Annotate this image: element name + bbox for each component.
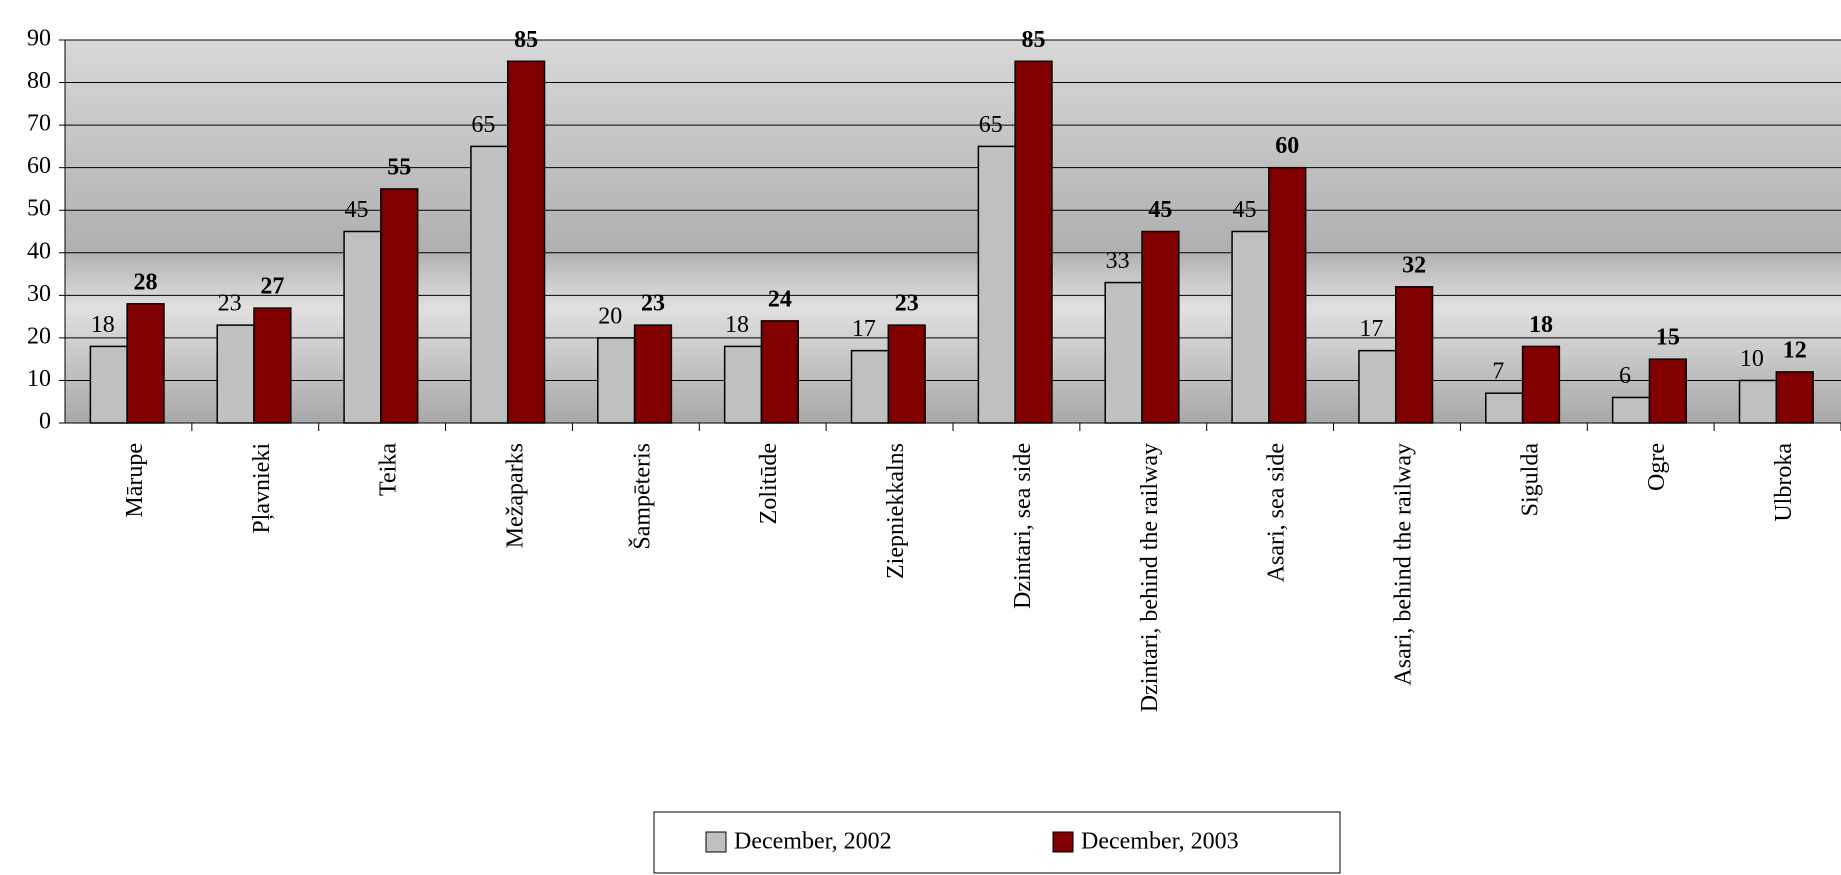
x-tick-label: Mārupe [122, 443, 148, 518]
bar [253, 307, 292, 424]
data-label: 18 [91, 312, 115, 338]
bar [343, 230, 382, 424]
bar [506, 60, 546, 424]
bar [1358, 349, 1397, 424]
x-tick-label: Teika [376, 443, 402, 496]
data-label: 33 [1106, 248, 1130, 274]
bar [633, 324, 673, 424]
x-tick-label: Asari, behind the railway [1391, 443, 1417, 686]
x-tick-label: Dzintari, behind the railway [1137, 443, 1163, 712]
x-tick-label: Pļavnieki [249, 443, 275, 534]
data-label: 18 [1529, 312, 1553, 338]
bar [1104, 281, 1143, 424]
y-tick-label: 80 [27, 68, 51, 94]
y-tick-label: 40 [27, 238, 51, 264]
y-tick-label: 0 [39, 409, 51, 435]
legend-label: December, 2002 [734, 829, 892, 855]
data-label: 65 [471, 112, 495, 138]
y-tick-label: 90 [27, 26, 51, 52]
bar [1648, 358, 1687, 424]
x-tick-label: Sigulda [1517, 443, 1543, 517]
bar [380, 188, 419, 424]
legend-swatch [1052, 831, 1074, 853]
legend-swatch [705, 831, 727, 853]
x-tick-label: Ogre [1644, 443, 1670, 491]
data-label: 20 [598, 303, 622, 329]
data-label: 27 [260, 274, 284, 300]
bar [126, 303, 165, 424]
data-label: 65 [979, 112, 1003, 138]
bar [1268, 166, 1307, 424]
bar [216, 324, 255, 424]
data-label: 85 [1022, 27, 1046, 53]
bar [470, 145, 509, 424]
data-label: 23 [641, 291, 665, 317]
data-label: 45 [344, 197, 368, 223]
bar [1775, 371, 1814, 424]
data-label: 15 [1656, 325, 1680, 351]
x-tick-label: Mežaparks [503, 443, 529, 548]
bar [1521, 345, 1561, 424]
bar [887, 324, 926, 424]
data-label: 32 [1402, 252, 1426, 278]
bar [977, 145, 1016, 424]
data-label: 7 [1492, 359, 1504, 385]
x-tick-label: Šampēteris [628, 443, 655, 550]
y-tick-label: 10 [27, 366, 51, 392]
data-label: 23 [895, 291, 919, 317]
data-label: 45 [1148, 197, 1172, 223]
data-label: 85 [514, 27, 538, 53]
bar [1394, 286, 1434, 424]
data-label: 24 [768, 286, 792, 312]
x-tick-label: Dzintari, sea side [1010, 443, 1036, 609]
x-tick-label: Ziepniekkalns [883, 443, 909, 579]
bar [597, 337, 636, 424]
data-label: 18 [725, 312, 749, 338]
bar [89, 345, 128, 424]
data-label: 23 [218, 291, 242, 317]
y-tick-label: 50 [27, 196, 51, 222]
plot-background [65, 40, 1841, 423]
data-label: 17 [1359, 316, 1383, 342]
y-tick-label: 60 [27, 153, 51, 179]
x-tick-label: Asari, sea side [1264, 443, 1290, 582]
bar [1738, 379, 1778, 424]
data-label: 10 [1740, 346, 1764, 372]
data-label: 6 [1619, 363, 1631, 389]
bar [1141, 230, 1180, 424]
bar [723, 345, 763, 424]
y-tick-label: 70 [27, 111, 51, 137]
y-tick-label: 30 [27, 281, 51, 307]
bar [1485, 392, 1524, 424]
data-label: 28 [134, 269, 158, 295]
data-label: 12 [1783, 337, 1807, 363]
legend-box [653, 811, 1341, 874]
data-label: 45 [1232, 197, 1256, 223]
data-label: 55 [387, 154, 411, 180]
bar [760, 320, 799, 424]
data-label: 17 [852, 316, 876, 342]
data-label: 60 [1275, 133, 1299, 159]
bar [1231, 230, 1270, 424]
bar [1014, 60, 1053, 424]
bar [1611, 396, 1651, 424]
x-tick-label: Zolitūde [756, 443, 782, 524]
x-tick-label: Ulbroka [1771, 443, 1797, 522]
legend-label: December, 2003 [1081, 829, 1239, 855]
bar [850, 349, 890, 424]
y-tick-label: 20 [27, 323, 51, 349]
